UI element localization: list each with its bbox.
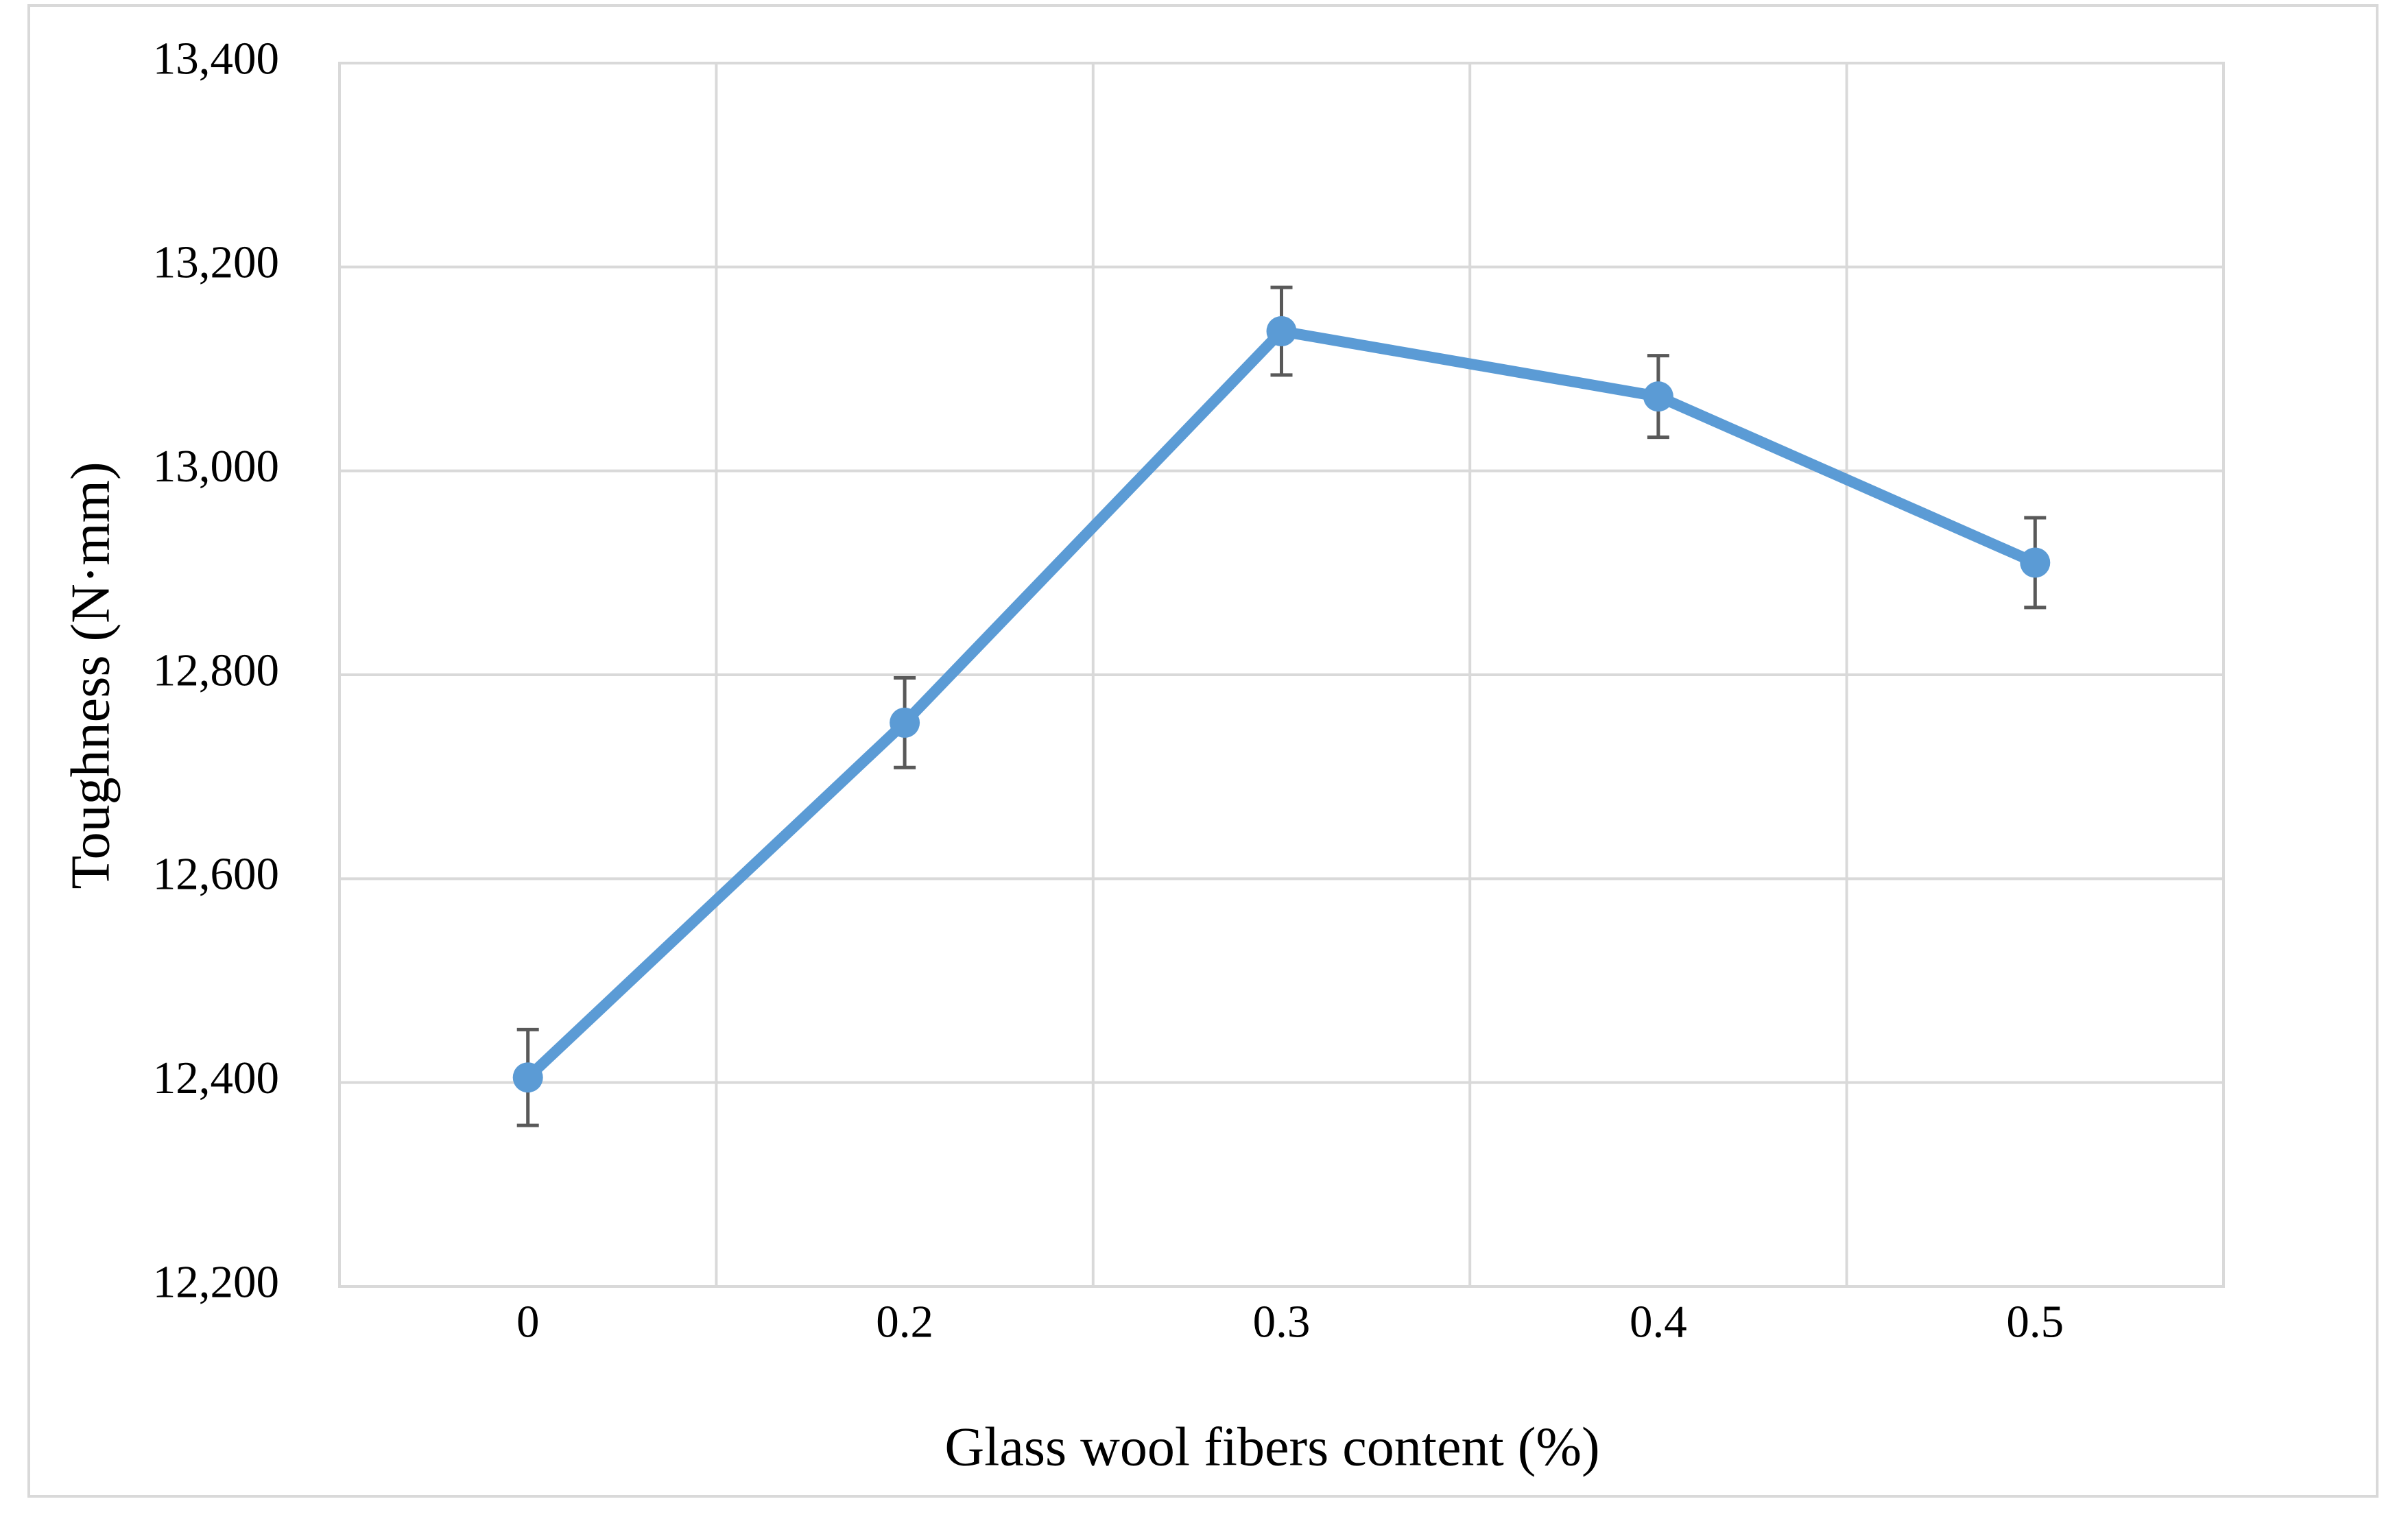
y-tick-label: 13,400 [153, 33, 279, 84]
y-axis-title: Toughness (N·mm) [60, 462, 121, 889]
y-tick-label: 12,400 [153, 1053, 279, 1103]
x-tick-label: 0.4 [1630, 1296, 1687, 1347]
data-point [1266, 315, 1297, 346]
x-tick-label: 0 [516, 1296, 540, 1347]
data-point [512, 1062, 543, 1093]
y-tick-label: 12,800 [153, 645, 279, 695]
x-tick-label: 0.2 [876, 1296, 933, 1347]
x-tick-label: 0.5 [2006, 1296, 2064, 1347]
y-tick-label: 13,200 [153, 237, 279, 288]
x-tick-label: 0.3 [1253, 1296, 1311, 1347]
y-tick-label: 12,600 [153, 849, 279, 900]
data-point [890, 707, 920, 738]
plot-frame [338, 62, 2225, 1288]
data-point [2020, 547, 2051, 578]
y-tick-label: 12,200 [153, 1256, 279, 1307]
data-point [1643, 381, 1673, 412]
chart-border [27, 4, 2379, 1498]
y-tick-label: 13,000 [153, 441, 279, 492]
x-axis-title: Glass wool fibers content (%) [944, 1417, 1599, 1477]
